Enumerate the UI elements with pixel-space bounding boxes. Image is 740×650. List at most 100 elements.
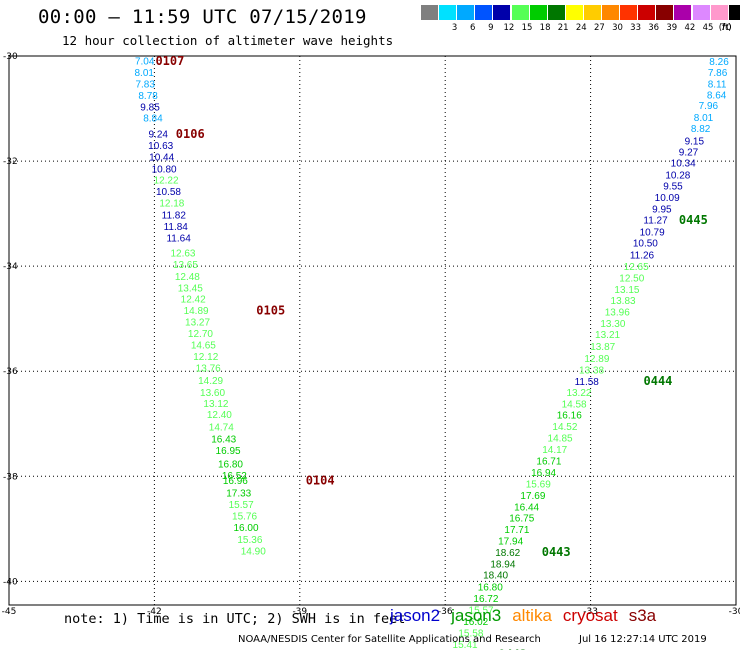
wave-height-value: 17.33 (226, 488, 251, 499)
color-scale-swatch (620, 5, 638, 20)
wave-height-value: 15.41 (453, 640, 478, 650)
color-scale-label: 30 (612, 23, 623, 33)
color-scale-swatch (421, 5, 438, 20)
color-scale-swatch (728, 5, 740, 20)
color-scale-swatch (493, 5, 511, 20)
page-subtitle: 12 hour collection of altimeter wave hei… (62, 33, 394, 48)
wave-height-value: 10.28 (665, 170, 690, 181)
wave-height-value: 8.01 (134, 68, 154, 79)
wave-height-value: 12.63 (170, 249, 195, 260)
wave-height-value: 12.48 (175, 272, 200, 283)
color-scale-swatch (475, 5, 493, 20)
pass-time-label: 0444 (644, 374, 673, 388)
wave-height-value: 13.27 (185, 318, 210, 329)
latitude-tick-label: -30 (3, 52, 18, 62)
wave-height-value: 13.76 (196, 364, 221, 375)
wave-height-value: 14.74 (209, 423, 234, 434)
wave-height-value: 14.52 (552, 422, 577, 433)
satellite-legend-altika: altika (512, 606, 552, 625)
wave-height-value: 11.84 (164, 222, 189, 233)
wave-height-value: 16.94 (531, 468, 556, 479)
wave-height-value: 8.78 (138, 91, 158, 102)
wave-height-value: 14.65 (191, 341, 216, 352)
wave-height-value: 13.15 (614, 285, 639, 296)
wave-height-value: 7.96 (699, 101, 719, 112)
pass-time-label: 0443 (542, 545, 571, 559)
color-scale-label: 24 (575, 23, 587, 33)
pass-time-label: 0442 (498, 648, 527, 650)
wave-height-value: 16.71 (536, 457, 561, 468)
wave-height-value: 16.44 (514, 502, 539, 513)
wave-height-value: 12.12 (193, 352, 218, 363)
pass-time-label: 0445 (679, 213, 708, 227)
latitude-tick-label: -40 (3, 577, 18, 587)
wave-height-value: 9.95 (652, 205, 672, 216)
color-scale-swatch (439, 5, 457, 20)
wave-height-value: 13.45 (178, 283, 203, 294)
longitude-tick-label: -36 (438, 607, 453, 617)
pass-time-label: 0107 (155, 54, 184, 68)
satellite-legend: jason2 jason3 altika cryosat s3a (390, 606, 667, 626)
wave-height-value: 10.09 (655, 193, 680, 204)
wave-height-value: 11.64 (166, 233, 191, 244)
latitude-tick-label: -36 (3, 367, 18, 377)
longitude-tick-label: -30 (729, 607, 740, 617)
color-scale-swatch (710, 5, 728, 20)
longitude-tick-label: -42 (147, 607, 162, 617)
wave-height-value: 18.94 (490, 560, 515, 571)
wave-height-value: 10.79 (640, 228, 665, 239)
color-scale-swatch (692, 5, 710, 20)
wave-height-value: 12.40 (207, 410, 232, 421)
wave-height-value: 13.96 (605, 308, 630, 319)
wave-height-value: 9.24 (149, 129, 169, 140)
wave-height-value: 13.12 (203, 399, 228, 410)
page-title: 00:00 – 11:59 UTC 07/15/2019 (38, 6, 367, 28)
color-scale-swatch (547, 5, 565, 20)
wave-height-value: 11.58 (575, 377, 600, 388)
wave-height-value: 11.82 (162, 210, 187, 221)
wave-height-value: 12.18 (159, 198, 184, 209)
wave-height-value: 13.22 (566, 388, 591, 399)
wave-height-value: 9.55 (663, 181, 683, 192)
wave-height-value: 14.89 (184, 306, 209, 317)
wave-height-value: 16.43 (211, 435, 236, 446)
wave-height-value: 15.69 (526, 479, 551, 490)
wave-height-value: 17.69 (520, 491, 545, 502)
wave-height-value: 14.58 (562, 399, 587, 410)
wave-height-value: 12.89 (584, 354, 609, 365)
wave-height-value: 14.90 (241, 547, 266, 558)
color-scale-label: 21 (557, 23, 569, 33)
wave-height-value: 10.34 (671, 158, 696, 169)
color-scale-swatch (511, 5, 529, 20)
wave-height-value: 8.01 (694, 113, 714, 124)
wave-height-value: 8.64 (707, 91, 727, 102)
wave-height-value: 9.27 (679, 147, 699, 158)
wave-height-value: 17.94 (498, 537, 523, 548)
color-scale-label: 15 (521, 23, 533, 33)
wave-height-value: 16.16 (557, 410, 582, 421)
wave-height-value: 10.50 (633, 239, 658, 250)
wave-height-value: 12.42 (181, 294, 206, 305)
satellite-legend-s3a: s3a (628, 606, 657, 625)
wave-height-value: 12.50 (619, 273, 644, 284)
wave-height-value: 8.84 (143, 114, 163, 125)
color-scale-label: 12 (503, 23, 515, 33)
latitude-tick-label: -38 (3, 472, 18, 482)
wave-height-value: 8.82 (691, 124, 711, 135)
wave-height-value: 13.21 (595, 330, 620, 341)
wave-height-value: 14.85 (548, 434, 573, 445)
wave-height-value: 10.58 (156, 187, 181, 198)
generation-timestamp: Jul 16 12:27:14 UTC 2019 (579, 634, 707, 645)
color-scale-swatch (583, 5, 601, 20)
wave-height-value: 7.83 (135, 80, 155, 91)
color-scale-label: 6 (469, 23, 476, 33)
longitude-tick-label: -45 (2, 607, 17, 617)
color-scale-swatch (529, 5, 547, 20)
color-scale-unit: (ft) (718, 23, 732, 33)
satellite-legend-jason3: jason3 (451, 606, 502, 625)
wave-height-value: 10.44 (149, 153, 174, 164)
wave-height-value: 14.17 (542, 445, 567, 456)
pass-time-label: 0106 (176, 127, 205, 141)
wave-height-value: 8.11 (708, 80, 727, 91)
